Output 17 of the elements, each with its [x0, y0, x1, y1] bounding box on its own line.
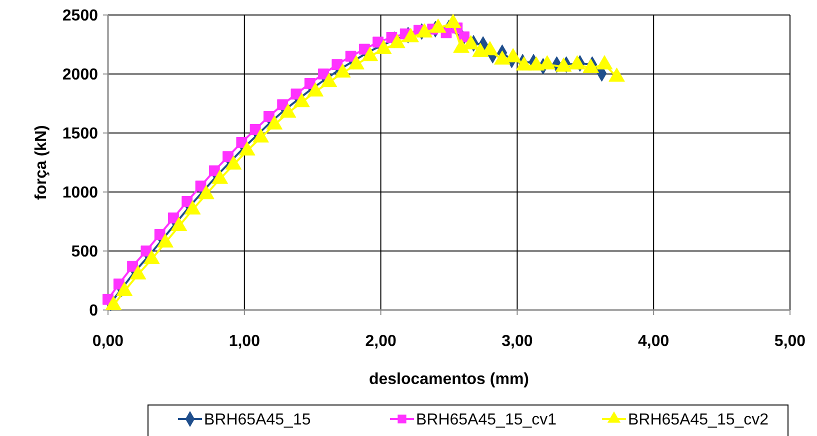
legend-label: BRH65A45_15	[204, 412, 311, 429]
x-tick-label: 0,00	[92, 333, 124, 350]
y-axis-title: força (kN)	[33, 125, 50, 200]
y-tick-label: 2000	[62, 66, 98, 84]
y-tick-label: 1000	[62, 184, 98, 202]
x-tick-label: 1,00	[228, 333, 260, 350]
y-tick-label: 2500	[62, 8, 98, 25]
x-tick-label: 4,00	[638, 333, 670, 350]
x-tick-label: 2,00	[365, 333, 396, 350]
y-tick-label: 1500	[62, 126, 98, 143]
x-axis-title: deslocamentos (mm)	[368, 371, 530, 388]
y-tick-label: 0	[89, 302, 98, 320]
x-tick-label: 3,00	[502, 333, 533, 350]
legend-label: BRH65A45_15_cv2	[628, 412, 769, 429]
x-tick-label: 5,00	[774, 333, 806, 350]
legend-label: BRH65A45_15_cv1	[416, 412, 557, 429]
y-tick-label: 500	[71, 244, 98, 261]
